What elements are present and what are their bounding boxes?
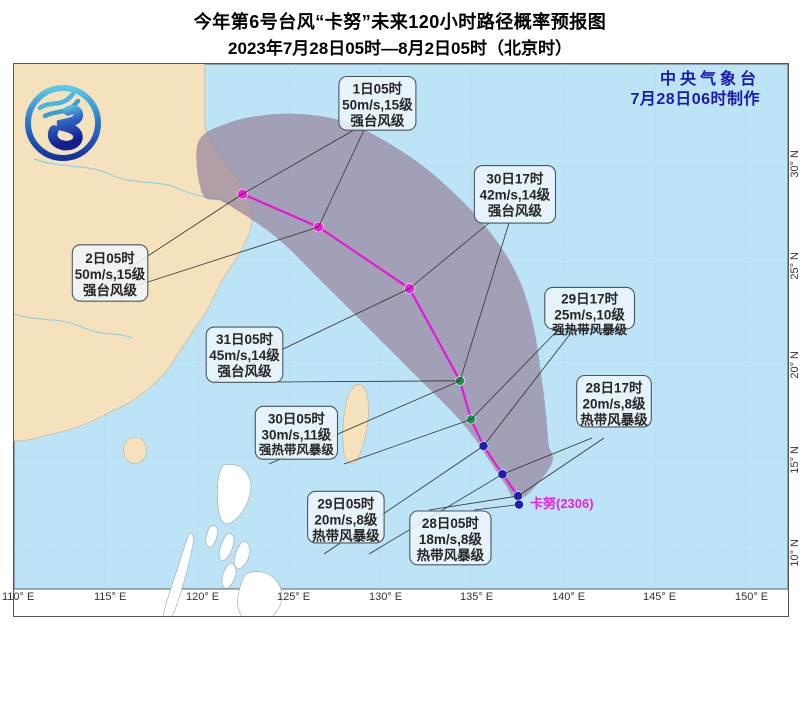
svg-text:1日05时: 1日05时 — [353, 81, 403, 97]
svg-text:20m/s,8级: 20m/s,8级 — [314, 511, 378, 527]
svg-text:18m/s,8级: 18m/s,8级 — [419, 531, 483, 547]
svg-text:热带风暴级: 热带风暴级 — [312, 527, 380, 543]
svg-text:29日05时: 29日05时 — [317, 495, 375, 511]
svg-text:热带风暴级: 热带风暴级 — [417, 547, 485, 563]
svg-text:2日05时: 2日05时 — [85, 250, 135, 266]
svg-text:强热带风暴级: 强热带风暴级 — [552, 322, 628, 337]
svg-text:强台风级: 强台风级 — [218, 363, 272, 379]
svg-text:28日05时: 28日05时 — [422, 515, 480, 531]
svg-text:30日17时: 30日17时 — [486, 171, 544, 187]
svg-text:强台风级: 强台风级 — [83, 282, 137, 298]
svg-text:42m/s,14级: 42m/s,14级 — [480, 187, 551, 203]
svg-text:25m/s,10级: 25m/s,10级 — [554, 306, 625, 322]
svg-text:28日17时: 28日17时 — [585, 380, 643, 396]
svg-text:50m/s,15级: 50m/s,15级 — [342, 97, 413, 113]
svg-text:强热带风暴级: 强热带风暴级 — [259, 442, 335, 457]
svg-text:31日05时: 31日05时 — [216, 331, 274, 347]
svg-text:强台风级: 强台风级 — [488, 203, 542, 219]
svg-text:29日17时: 29日17时 — [561, 290, 619, 306]
svg-text:45m/s,14级: 45m/s,14级 — [209, 347, 280, 363]
svg-text:卡努(2306): 卡努(2306) — [530, 496, 594, 511]
svg-text:20m/s,8级: 20m/s,8级 — [582, 396, 646, 412]
svg-text:30日05时: 30日05时 — [268, 410, 326, 426]
svg-text:强台风级: 强台风级 — [350, 113, 404, 129]
svg-text:热带风暴级: 热带风暴级 — [580, 412, 648, 428]
svg-text:50m/s,15级: 50m/s,15级 — [75, 266, 146, 282]
svg-text:30m/s,11级: 30m/s,11级 — [261, 426, 331, 442]
